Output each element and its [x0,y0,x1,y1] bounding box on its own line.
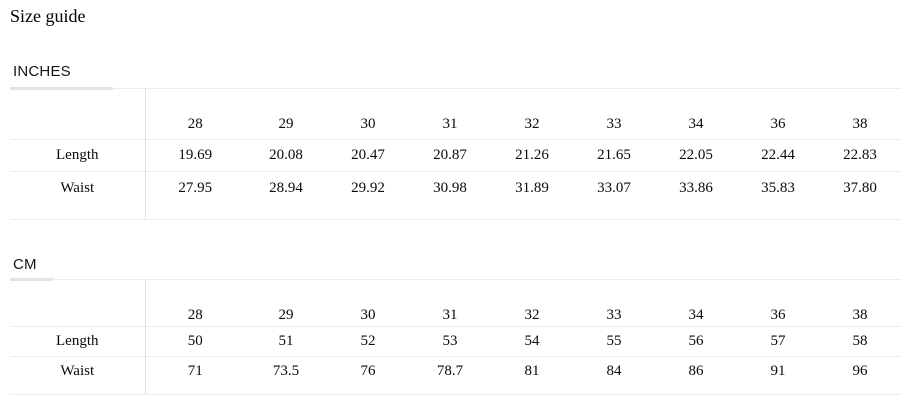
table-row: Length 50 51 52 53 54 55 56 57 58 [10,326,901,357]
size-column-header: 36 [770,115,786,132]
value-cell: 52 [360,333,376,349]
inches-heading: INCHES [13,63,71,80]
size-column-header: 30 [360,307,376,323]
row-label: Length [10,139,146,171]
size-column-header: 34 [688,115,704,132]
value-cell: 96 [852,363,868,379]
value-cell: 21.65 [597,146,631,163]
cm-heading: CM [13,255,37,273]
value-cell: 53 [442,333,458,349]
value-cell: 81 [524,363,540,379]
size-column-header: 38 [852,115,868,132]
size-column-header: 34 [688,307,704,323]
value-cell: 29.92 [351,179,385,196]
size-column-header: 32 [524,115,540,132]
cm-table-container: 28 29 30 31 32 33 34 36 38 Length 50 51 52 53 54 55 56 5… [10,277,901,396]
value-cell: 84 [606,363,622,379]
size-column-header: 33 [606,115,622,132]
scroll-indicator [10,87,113,90]
value-cell: 19.69 [178,146,213,163]
value-cell: 58 [852,333,868,349]
value-cell: 28.94 [269,179,303,196]
size-column-header: 31 [442,115,458,132]
value-cell: 27.95 [178,179,213,196]
scroll-indicator [10,277,53,281]
size-header-row: 28 29 30 31 32 33 34 36 38 [10,279,901,327]
size-header-row: 28 29 30 31 32 33 34 36 38 [10,89,901,139]
size-guide-page: Size guide INCHES 28 29 30 31 32 33 34 36 38 Len… [0,6,917,411]
table-row: Waist 27.95 28.94 29.92 30.98 31.89 33.07 33.86… [10,171,901,219]
table-row: Waist 71 73.5 76 78.7 81 84 86 91 96 [10,356,901,395]
value-cell: 54 [524,333,540,349]
value-cell: 71 [187,363,203,379]
value-cell: 57 [770,333,786,349]
corner-cell [10,89,146,139]
value-cell: 30.98 [433,179,467,196]
value-cell: 22.05 [679,146,713,163]
row-label: Waist [10,356,146,395]
value-cell: 33.86 [679,179,713,196]
page-title: Size guide [10,6,86,26]
size-column-header: 28 [187,307,203,323]
inches-table-container: 28 29 30 31 32 33 34 36 38 Length 19.69 20.08 20.47… [10,87,901,220]
cm-size-table: 28 29 30 31 32 33 34 36 38 Length 50 51 52 53 54 55 56 5… [10,279,901,396]
value-cell: 51 [278,333,294,349]
value-cell: 22.83 [843,146,877,163]
inches-size-table: 28 29 30 31 32 33 34 36 38 Length 19.69 20.08 20.47… [10,89,901,220]
size-column-header: 29 [278,307,294,323]
size-column-header: 29 [278,115,294,132]
inches-section: INCHES 28 29 30 31 32 33 34 36 38 Length 19.69 20.… [0,63,917,220]
size-column-header: 33 [606,307,622,323]
cm-section: CM 28 29 30 31 32 33 34 36 38 Length 50 51 52 53 54 55… [0,256,917,396]
size-column-header: 30 [360,115,376,132]
value-cell: 76 [360,363,376,379]
value-cell: 22.44 [761,146,795,163]
value-cell: 50 [187,333,203,349]
value-cell: 86 [688,363,704,379]
table-row: Length 19.69 20.08 20.47 20.87 21.26 21.65 22.0… [10,139,901,171]
value-cell: 56 [688,333,704,349]
value-cell: 31.89 [515,179,549,196]
value-cell: 37.80 [843,179,877,196]
value-cell: 78.7 [436,363,464,379]
size-column-header: 31 [442,307,458,323]
value-cell: 35.83 [761,179,795,196]
value-cell: 20.87 [433,146,467,163]
value-cell: 73.5 [272,363,300,379]
size-column-header: 36 [770,307,786,323]
row-label: Length [10,326,146,357]
value-cell: 20.47 [351,146,385,163]
value-cell: 33.07 [597,179,631,196]
value-cell: 91 [770,363,786,379]
row-label: Waist [10,171,146,219]
corner-cell [10,279,146,327]
size-column-header: 28 [187,115,203,132]
value-cell: 55 [606,333,622,349]
value-cell: 20.08 [269,146,303,163]
size-column-header: 38 [852,307,868,323]
size-column-header: 32 [524,307,540,323]
value-cell: 21.26 [515,146,549,163]
